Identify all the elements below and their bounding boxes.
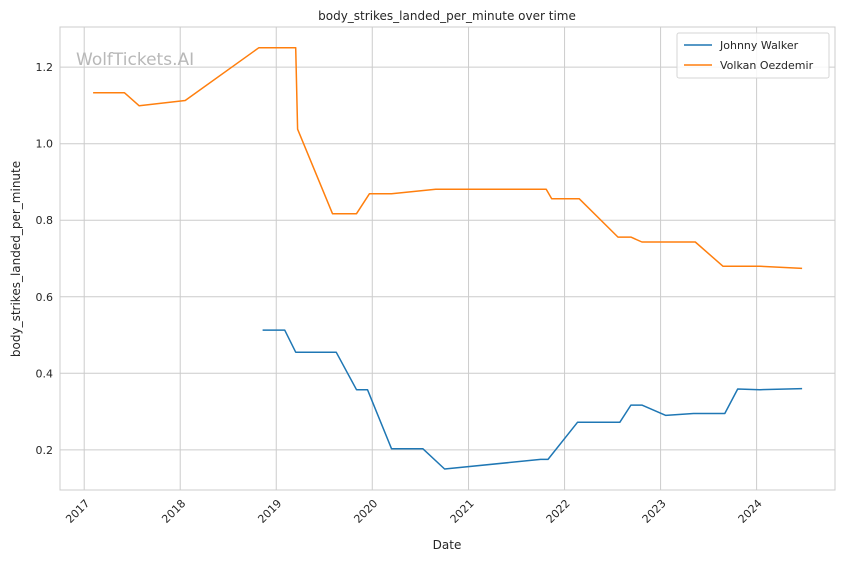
y-tick-label: 0.2: [36, 444, 54, 457]
x-tick-label: 2019: [255, 497, 284, 526]
x-tick-label: 2018: [159, 497, 188, 526]
x-tick-label: 2021: [448, 497, 477, 526]
x-axis-label: Date: [433, 538, 462, 552]
x-tick-label: 2017: [63, 497, 92, 526]
plot-frame: [59, 26, 836, 491]
legend-label-volkan-oezdemir: Volkan Oezdemir: [720, 59, 814, 72]
x-tick-label: 2022: [544, 497, 573, 526]
series-line-johnny-walker: [262, 329, 803, 470]
y-tick-label: 0.8: [36, 214, 54, 227]
y-tick-label: 1.2: [36, 61, 54, 74]
x-axis-ticks: 2017 2018 2019 2020 2021 2022 2023 2024: [63, 497, 764, 526]
watermark-text: WolfTickets.AI: [76, 50, 194, 70]
y-tick-label: 0.4: [36, 367, 54, 380]
legend: Johnny Walker Volkan Oezdemir: [676, 32, 830, 79]
x-tick-label: 2020: [351, 497, 380, 526]
y-axis-ticks: 0.2 0.4 0.6 0.8 1.0 1.2: [36, 61, 54, 457]
plot-area: [60, 27, 835, 490]
x-tick-label: 2024: [736, 497, 765, 526]
x-tick-label: 2023: [640, 497, 669, 526]
legend-label-johnny-walker: Johnny Walker: [719, 39, 799, 52]
legend-box: [676, 32, 830, 79]
y-tick-label: 1.0: [36, 138, 54, 151]
series-line-volkan-oezdemir: [93, 46, 803, 270]
y-tick-label: 0.6: [36, 291, 54, 304]
series-lines: [93, 46, 803, 470]
y-axis-label: body_strikes_landed_per_minute: [9, 161, 23, 357]
chart-title: body_strikes_landed_per_minute over time: [318, 9, 576, 23]
